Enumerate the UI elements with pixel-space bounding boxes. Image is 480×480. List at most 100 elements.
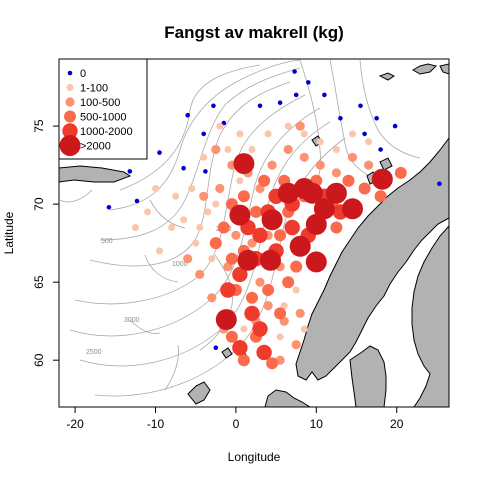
land-polygon <box>349 345 387 407</box>
catch-point <box>252 227 268 243</box>
catch-point <box>282 276 295 289</box>
legend-marker <box>66 84 74 91</box>
land-polygon <box>295 137 449 381</box>
catch-point <box>224 146 232 153</box>
catch-point <box>306 80 311 85</box>
depth-contour-line <box>164 344 179 391</box>
catch-point <box>152 185 159 192</box>
catch-point <box>217 221 230 234</box>
catch-point <box>342 198 363 220</box>
catch-point <box>232 340 248 356</box>
land-polygon <box>59 165 132 183</box>
y-tick-label: 60 <box>32 353 46 367</box>
y-tick-label: 70 <box>32 197 46 211</box>
catch-point <box>305 251 327 273</box>
depth-contour-line <box>109 59 301 211</box>
catch-point <box>211 103 216 109</box>
land-polygon <box>411 225 449 407</box>
depth-contour-line <box>149 199 186 229</box>
catch-point <box>225 330 238 343</box>
catch-point <box>305 213 327 235</box>
catch-point <box>262 284 275 296</box>
legend-marker <box>65 97 75 107</box>
catch-point <box>201 131 206 137</box>
catch-point <box>295 308 305 318</box>
land-polygon <box>378 72 395 81</box>
catch-point <box>250 205 262 218</box>
catch-point <box>220 282 236 298</box>
catch-point <box>192 239 200 247</box>
catch-point <box>289 235 311 257</box>
catch-point <box>374 116 379 121</box>
legend-label: 500-1000 <box>80 112 127 124</box>
legend-marker <box>67 70 73 76</box>
catch-point <box>277 182 299 204</box>
catch-point <box>284 122 292 130</box>
catch-point <box>233 153 255 175</box>
legend-marker <box>64 110 76 123</box>
depth-contour-line <box>199 254 233 351</box>
catch-point <box>394 166 407 179</box>
catch-point <box>200 153 208 161</box>
catch-point <box>225 252 238 265</box>
catch-point <box>215 183 225 194</box>
depth-contour-line <box>129 319 161 334</box>
land-polygon <box>411 63 437 75</box>
catch-point <box>378 147 383 152</box>
catch-point <box>180 216 188 224</box>
catch-point <box>183 254 193 264</box>
catch-point <box>349 130 356 138</box>
legend-label: 1-100 <box>80 83 108 95</box>
catch-point <box>185 112 190 118</box>
catch-point <box>106 205 112 210</box>
catch-point <box>255 277 265 287</box>
depth-contour-label: 3000 <box>124 317 140 324</box>
land-polygon <box>187 381 211 405</box>
depth-contour-labels: 5001000200025003000 <box>86 226 232 356</box>
catch-point <box>244 305 260 322</box>
legend-label: 1000-2000 <box>80 126 133 138</box>
catch-point <box>300 130 308 138</box>
catch-point <box>168 224 176 231</box>
x-tick-label: -10 <box>147 417 165 431</box>
land-polygon <box>379 157 393 171</box>
catch-point <box>290 260 303 273</box>
catch-point <box>203 169 208 174</box>
catch-point <box>325 182 347 204</box>
catch-point <box>215 309 237 331</box>
catch-points <box>106 69 442 370</box>
land-polygon <box>264 389 311 407</box>
catch-point <box>237 190 250 203</box>
catch-point <box>237 249 259 271</box>
catch-point <box>131 224 139 231</box>
catch-point <box>216 122 224 130</box>
catch-point <box>280 302 288 310</box>
land-polygon <box>221 347 233 359</box>
x-tick-label: 10 <box>310 417 324 431</box>
legend-label: >2000 <box>80 141 111 153</box>
catch-point <box>258 174 271 187</box>
catch-point <box>237 354 250 367</box>
catch-point <box>196 224 204 231</box>
catch-point <box>315 160 325 170</box>
catch-point <box>313 198 335 220</box>
catch-point <box>338 116 343 121</box>
legend-marker <box>62 123 78 139</box>
catch-point <box>274 307 287 320</box>
catch-point <box>274 229 287 242</box>
catch-point <box>248 146 256 153</box>
legend-label: 100-500 <box>80 97 120 109</box>
catch-point <box>232 266 248 283</box>
catch-point <box>229 204 251 226</box>
catch-point <box>263 301 273 311</box>
catch-point <box>236 177 244 185</box>
catch-point <box>247 238 257 248</box>
catch-point <box>283 144 293 155</box>
catch-point <box>371 168 393 190</box>
catch-point <box>204 208 212 216</box>
depth-contour-line <box>89 81 291 267</box>
catch-point <box>240 325 248 333</box>
catch-point <box>157 150 162 155</box>
catch-point <box>362 131 367 137</box>
catch-point <box>374 190 387 203</box>
